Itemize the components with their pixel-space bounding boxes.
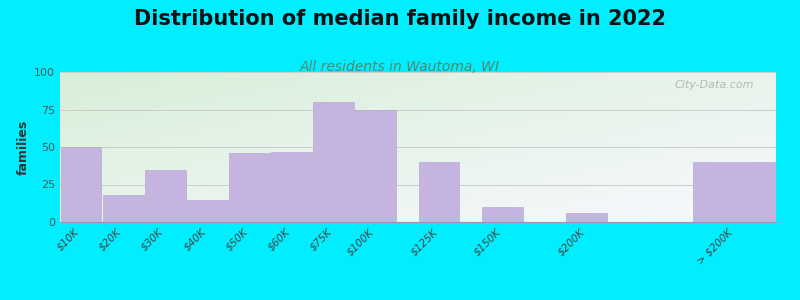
Text: Distribution of median family income in 2022: Distribution of median family income in … <box>134 9 666 29</box>
Bar <box>271 152 312 222</box>
Bar <box>566 213 607 222</box>
Text: City-Data.com: City-Data.com <box>675 80 754 89</box>
Bar <box>418 162 459 222</box>
Bar <box>145 169 186 222</box>
Bar <box>102 195 144 222</box>
Bar <box>229 153 270 222</box>
Bar <box>355 110 396 222</box>
Text: All residents in Wautoma, WI: All residents in Wautoma, WI <box>300 60 500 74</box>
Bar <box>187 200 228 222</box>
Y-axis label: families: families <box>17 119 30 175</box>
Bar <box>482 207 522 222</box>
Bar <box>314 102 354 222</box>
Bar <box>693 162 774 222</box>
Bar <box>61 147 102 222</box>
